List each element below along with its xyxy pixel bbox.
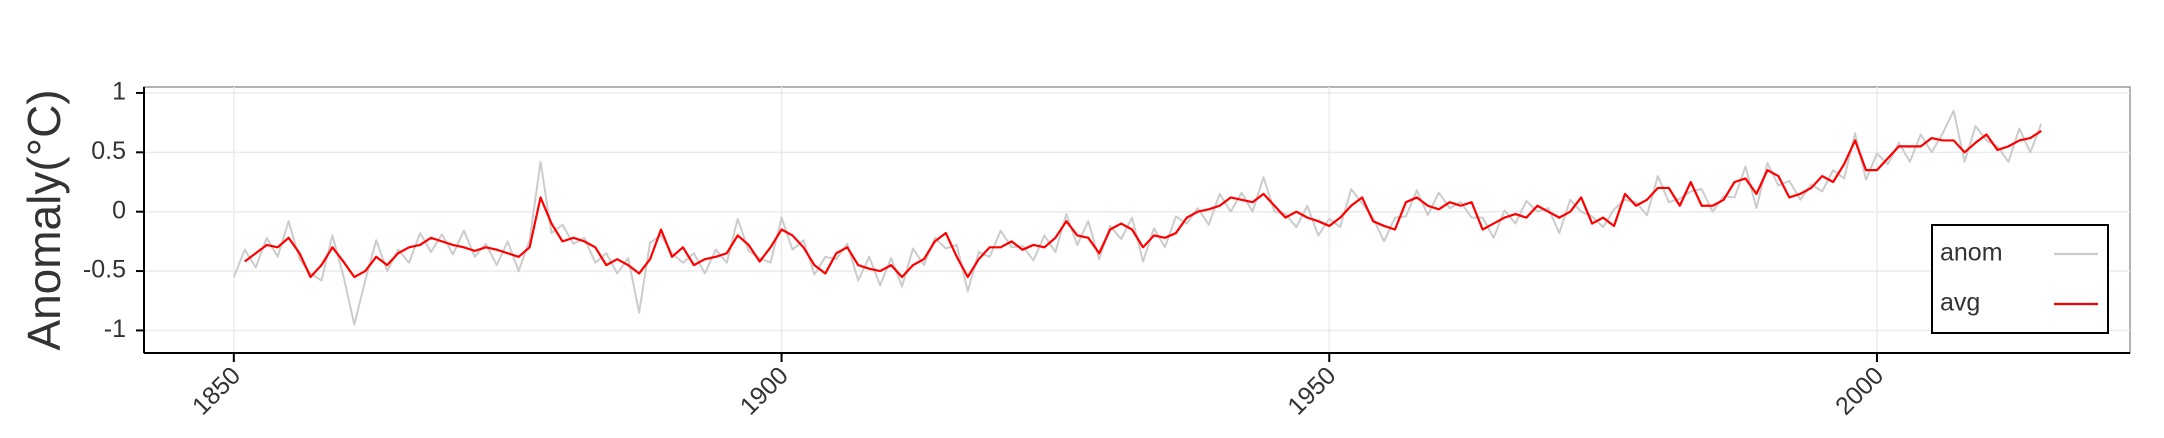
y-tick-label: 0.5 <box>91 137 126 165</box>
legend-label: anom <box>1940 239 2003 267</box>
series-line <box>244 130 2042 279</box>
y-tick-label: 1 <box>112 78 126 106</box>
y-axis-label: Anomaly(°C) <box>18 89 70 350</box>
legend-box <box>1931 224 2109 334</box>
y-tick-label: 0 <box>112 196 126 224</box>
plot-area <box>143 86 2131 354</box>
legend-label: avg <box>1940 289 1980 317</box>
x-tick-label: 2000 <box>1830 361 1889 420</box>
x-tick-label: 1900 <box>735 361 794 420</box>
x-tick-label: 1950 <box>1282 361 1341 420</box>
x-tick-label: 1850 <box>187 361 246 420</box>
y-tick-label: -0.5 <box>83 256 126 284</box>
y-tick-label: -1 <box>104 315 126 343</box>
